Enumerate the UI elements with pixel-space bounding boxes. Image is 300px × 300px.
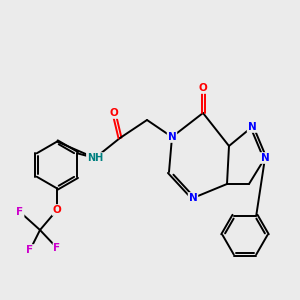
Text: N: N <box>168 132 176 142</box>
Text: O: O <box>199 83 207 93</box>
Text: O: O <box>52 205 62 215</box>
Text: N: N <box>248 122 256 132</box>
Text: O: O <box>110 108 118 118</box>
Text: N: N <box>261 153 269 163</box>
Text: N: N <box>189 193 197 203</box>
Text: F: F <box>53 243 61 253</box>
Text: F: F <box>26 245 34 255</box>
Text: NH: NH <box>87 153 103 163</box>
Text: F: F <box>16 207 24 217</box>
